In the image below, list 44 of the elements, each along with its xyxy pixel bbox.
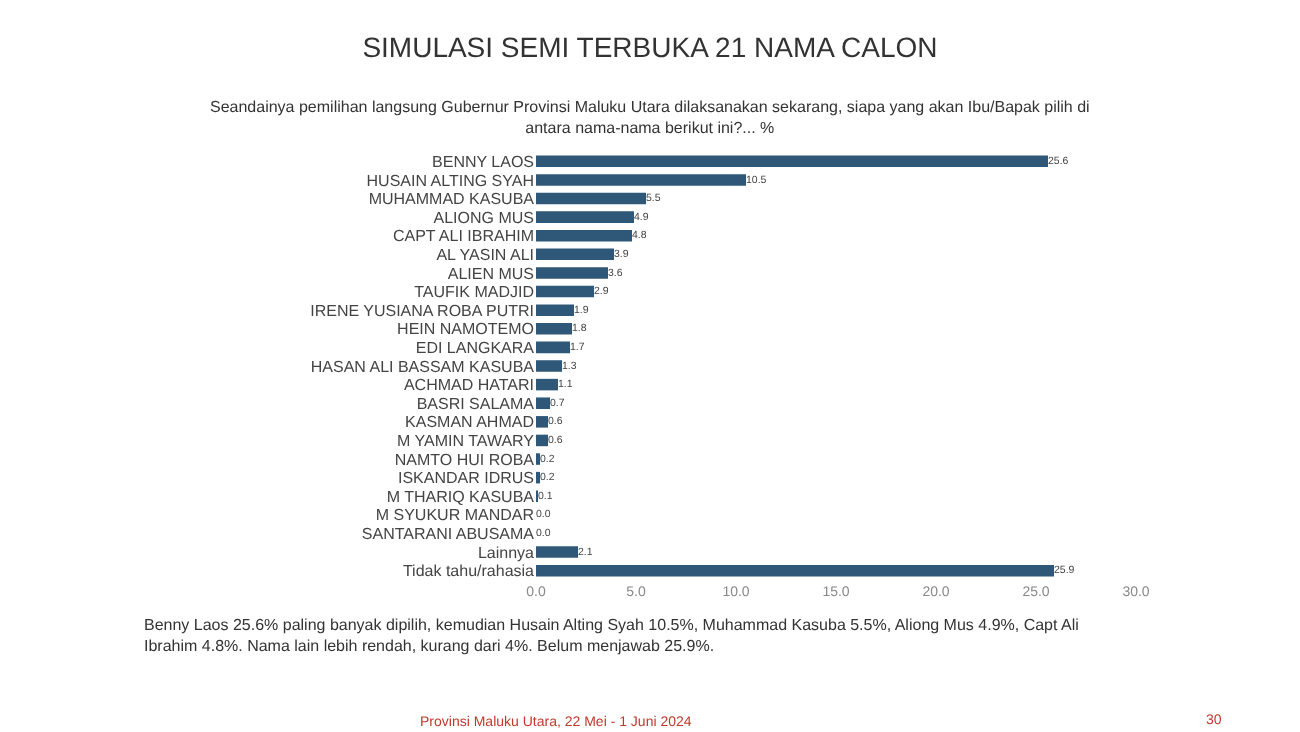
y-tick-label: IRENE YUSIANA ROBA PUTRI [310,301,534,320]
y-tick-label: KASMAN AHMAD [405,413,535,432]
y-tick-label: ACHMAD HATARI [403,376,534,395]
y-tick-label: NAMTO HUI ROBA [394,450,536,469]
bar [536,267,608,279]
y-tick-label: SANTARANI ABUSAMA [361,525,536,544]
bar [536,564,1054,577]
bar [536,248,614,261]
bar [536,174,746,186]
bar [536,211,634,223]
y-tick-label: TAUFIK MADJID [414,283,535,302]
bar [536,546,578,558]
bar [536,416,548,428]
y-tick-label: HUSAIN ALTING SYAH [366,171,535,190]
bar [536,155,1048,168]
bar [536,229,632,242]
y-tick-label: EDI LANGKARA [415,339,536,357]
chart-subtitle: Seandainya pemilihan langsung Gubernur Provinsi Maluku Utara dilaksanakan sekarang, siapa yang akan Ibu/Bapak pilih di antara nama-nama berikut ini?... % [210,98,1091,137]
y-tick-label: ISKANDAR IDRUS [397,469,534,488]
y-tick-label: HASAN ALI BASSAM KASUBA [310,357,536,376]
y-tick-label: HEIN NAMOTEMO [397,320,534,339]
bar [536,378,558,391]
y-tick-label: M THARIQ KASUBA [386,487,536,506]
y-tick-label: M SYUKUR MANDAR [375,506,535,525]
bar [536,434,548,447]
y-tick-label: CAPT ALI IBRAHIM [392,227,535,246]
bar [536,285,594,298]
bar [536,323,572,335]
y-tick-label: BASRI SALAMA [416,394,536,413]
bar [536,397,550,409]
bar [536,192,646,205]
chart-title: SIMULASI SEMI TERBUKA 21 NAMA CALON [362,31,938,64]
bar [536,304,574,316]
y-tick-label: ALIONG MUS [433,208,534,227]
y-tick-label: BENNY LAOS [432,152,534,171]
y-tick-label: AL YASIN ALI [436,245,534,264]
bar [536,341,570,354]
text: Benny Laos 25.6% paling banyak dipilih, kemudian Husain Alting Syah 10.5%, Muhammad Kasuba 5.5%, Aliong Mus 4.9%, Capt Ali Ibrahim 4.8%. Nama lain lebih rendah, kurang dari 4%. Belum menjawab 25.9%. [144,616,1080,655]
y-tick-label: Lainnya [477,543,536,562]
y-tick-label: MUHAMMAD KASUBA [368,190,536,209]
y-tick-label: Tidak tahu/rahasia [402,562,536,581]
y-tick-label: ALIEN MUS [447,264,534,283]
y-tick-label: M YAMIN TAWARY [397,432,536,451]
bar [536,360,562,372]
